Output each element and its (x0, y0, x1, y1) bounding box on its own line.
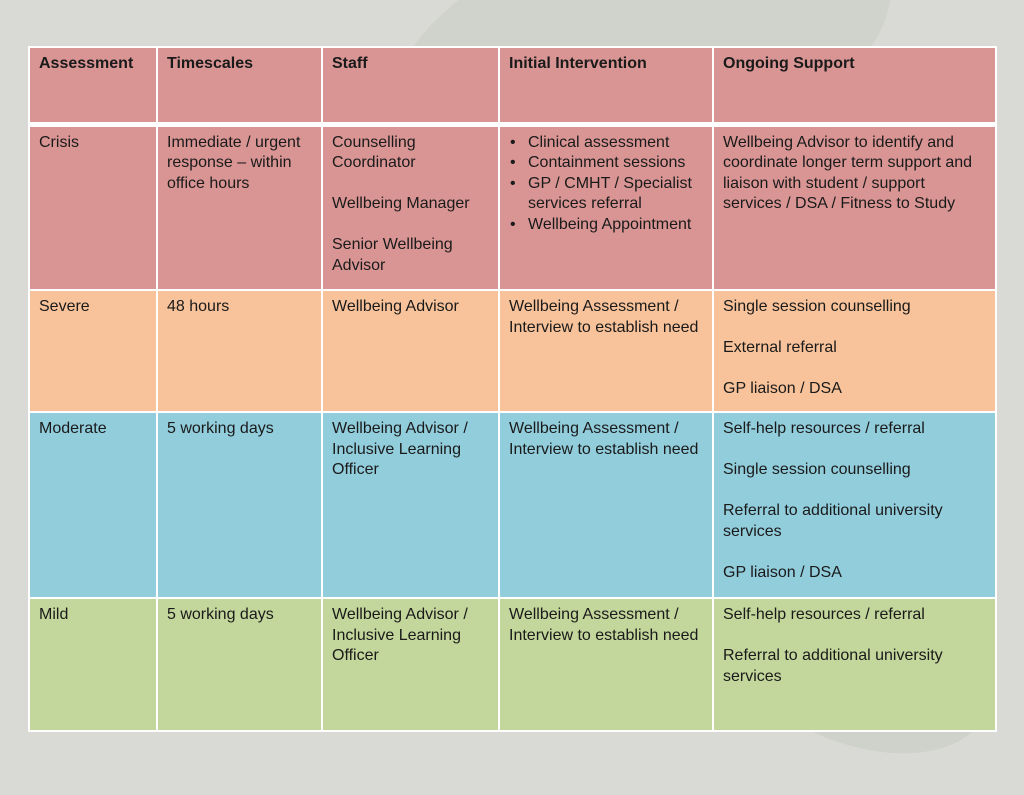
cell-ongoing-support: Wellbeing Advisor to identify and coordi… (712, 123, 997, 291)
cell-initial-intervention: Wellbeing Assessment / Interview to esta… (498, 289, 714, 413)
bullet-item: Clinical assessment (509, 133, 703, 154)
support-entry: Self-help resources / referral (723, 606, 925, 623)
cell-staff: Wellbeing Advisor / Inclusive Learning O… (321, 411, 500, 599)
cell-staff: Counselling Coordinator Wellbeing Manage… (321, 123, 500, 291)
bullet-item: Containment sessions (509, 153, 703, 174)
header-timescales: Timescales (156, 46, 323, 127)
cell-initial-intervention: Wellbeing Assessment / Interview to esta… (498, 597, 714, 732)
cell-staff: Wellbeing Advisor (321, 289, 500, 413)
cell-initial-intervention: Clinical assessment Containment sessions… (498, 123, 714, 291)
staff-entry: Wellbeing Advisor / Inclusive Learning O… (332, 420, 468, 478)
header-initial-intervention: Initial Intervention (498, 46, 714, 127)
support-entry: External referral (723, 339, 837, 356)
support-entry: GP liaison / DSA (723, 563, 842, 581)
cell-timescales: Immediate / urgent response – within off… (156, 123, 323, 291)
staff-entry: Wellbeing Manager (332, 195, 470, 212)
support-entry: Referral to additional university servic… (723, 647, 943, 685)
cell-initial-intervention: Wellbeing Assessment / Interview to esta… (498, 411, 714, 599)
cell-timescales: 5 working days (156, 411, 323, 599)
support-entry: Self-help resources / referral (723, 420, 925, 437)
staff-entry: Counselling Coordinator (332, 133, 416, 172)
support-entry: Referral to additional university servic… (723, 502, 943, 540)
cell-timescales: 48 hours (156, 289, 323, 413)
support-matrix-table: Assessment Timescales Staff Initial Inte… (28, 46, 997, 732)
row-crisis: Crisis Immediate / urgent response – wit… (28, 123, 997, 291)
cell-ongoing-support: Single session counselling External refe… (712, 289, 997, 413)
header-ongoing-support: Ongoing Support (712, 46, 997, 127)
support-entry: Single session counselling (723, 461, 911, 478)
support-entry: Wellbeing Advisor to identify and coordi… (723, 133, 973, 213)
cell-assessment: Crisis (28, 123, 158, 291)
header-assessment: Assessment (28, 46, 158, 127)
cell-assessment: Moderate (28, 411, 158, 599)
bullet-item: Wellbeing Appointment (509, 215, 703, 236)
cell-assessment: Mild (28, 597, 158, 732)
header-row: Assessment Timescales Staff Initial Inte… (28, 46, 997, 127)
cell-ongoing-support: Self-help resources / referral Single se… (712, 411, 997, 599)
cell-ongoing-support: Self-help resources / referral Referral … (712, 597, 997, 732)
cell-staff: Wellbeing Advisor / Inclusive Learning O… (321, 597, 500, 732)
row-mild: Mild 5 working days Wellbeing Advisor / … (28, 597, 997, 732)
row-severe: Severe 48 hours Wellbeing Advisor Wellbe… (28, 289, 997, 413)
staff-entry: Wellbeing Advisor (332, 298, 459, 315)
support-entry: GP liaison / DSA (723, 380, 842, 397)
cell-assessment: Severe (28, 289, 158, 413)
intervention-bullet-list: Clinical assessment Containment sessions… (509, 133, 703, 236)
bullet-item: GP / CMHT / Specialist services referral (509, 174, 703, 215)
cell-timescales: 5 working days (156, 597, 323, 732)
staff-entry: Senior Wellbeing Advisor (332, 236, 453, 274)
support-entry: Single session counselling (723, 298, 911, 315)
header-staff: Staff (321, 46, 500, 127)
row-moderate: Moderate 5 working days Wellbeing Adviso… (28, 411, 997, 599)
staff-entry: Wellbeing Advisor / Inclusive Learning O… (332, 606, 468, 664)
